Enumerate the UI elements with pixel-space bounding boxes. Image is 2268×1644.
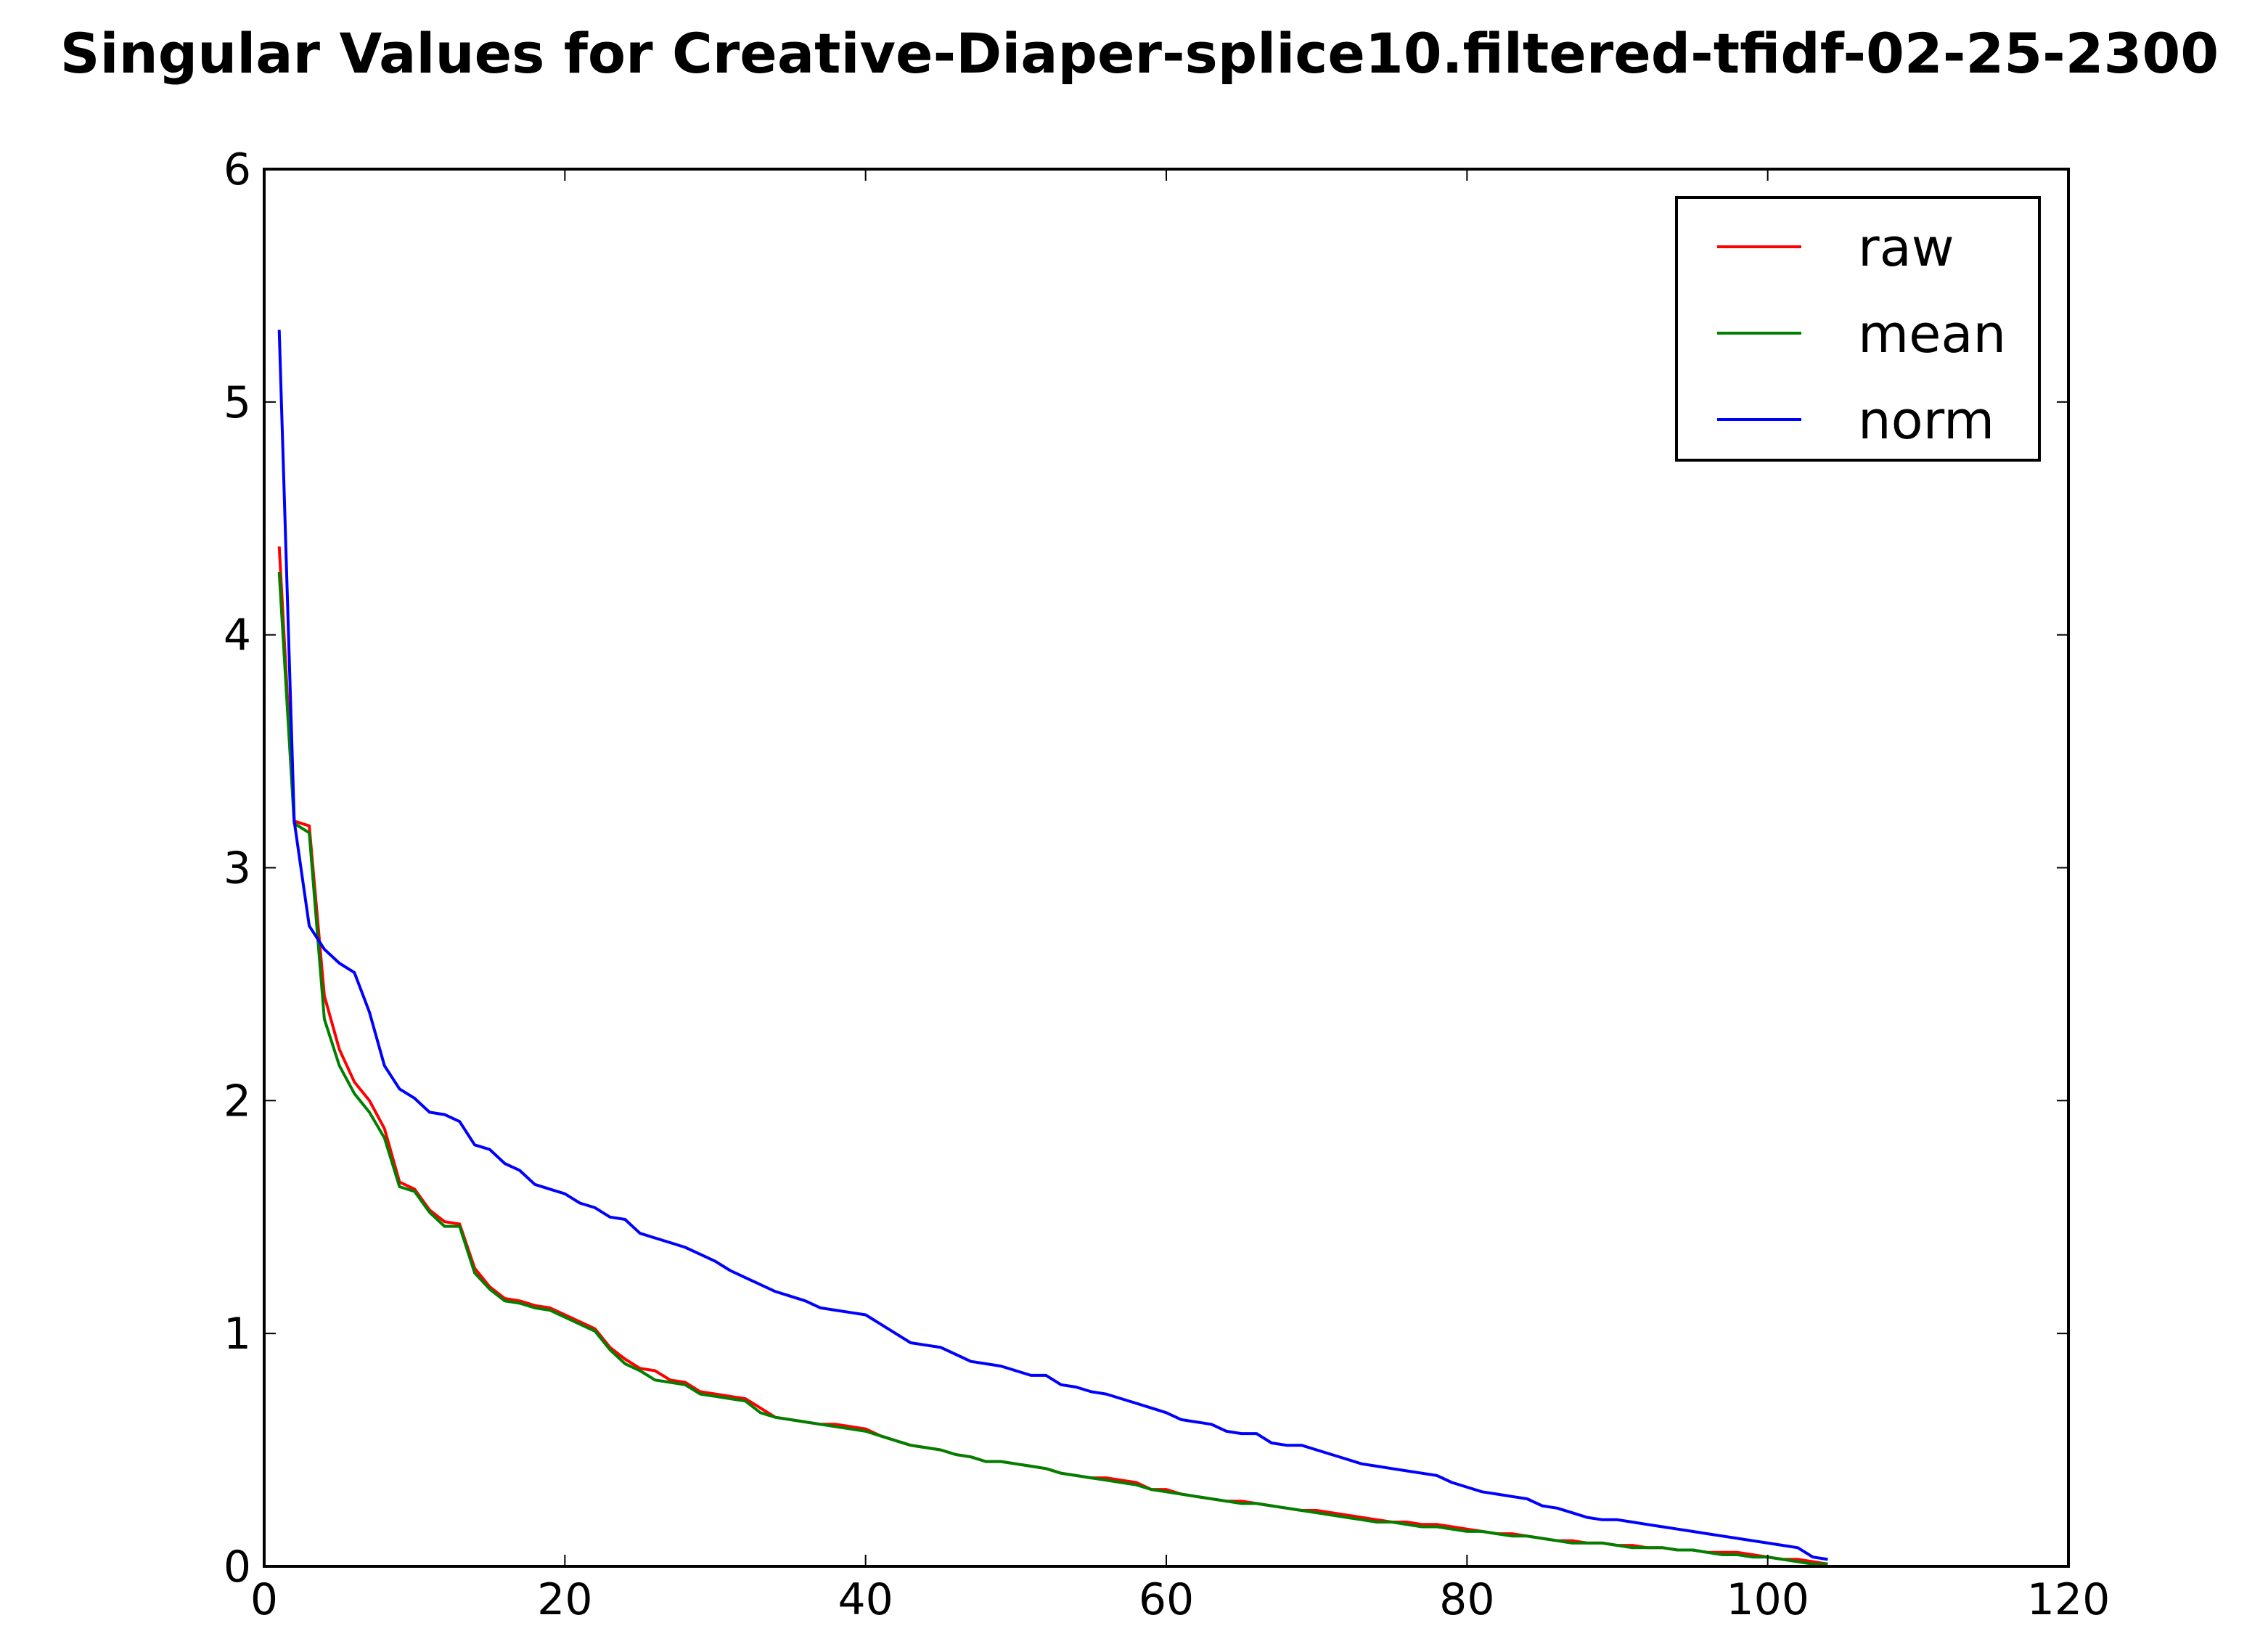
x-tick-label: 60 xyxy=(1139,1574,1194,1625)
series-layer xyxy=(277,330,1828,1566)
x-tick-label: 40 xyxy=(838,1574,893,1625)
x-tick-label: 120 xyxy=(2027,1574,2111,1625)
legend-label-norm: norm xyxy=(1858,390,1994,451)
y-tick-label: 3 xyxy=(224,843,251,894)
y-tick-label: 2 xyxy=(224,1076,251,1126)
y-tick-label: 1 xyxy=(224,1309,251,1359)
y-tick-label: 5 xyxy=(224,377,251,428)
legend-label-mean: mean xyxy=(1858,303,2006,364)
series-line-norm xyxy=(277,330,1828,1561)
x-tick-label: 100 xyxy=(1726,1574,1809,1625)
ticks-layer: 0 20 40 60 80 100 120 0 1 2 3 4 5 6 xyxy=(224,144,2110,1625)
y-tick-label: 0 xyxy=(224,1542,251,1592)
chart-title: Singular Values for Creative-Diaper-spli… xyxy=(60,21,2219,86)
legend-label-raw: raw xyxy=(1858,217,1954,278)
legend: raw mean norm xyxy=(1675,196,2041,462)
x-tick-label: 80 xyxy=(1439,1574,1494,1625)
x-tick-label: 0 xyxy=(250,1574,278,1625)
y-tick-label: 4 xyxy=(224,610,251,661)
legend-box xyxy=(1675,196,2041,462)
x-tick-label: 20 xyxy=(537,1574,592,1625)
y-tick-label: 6 xyxy=(224,144,251,195)
series-line-mean xyxy=(277,571,1828,1566)
